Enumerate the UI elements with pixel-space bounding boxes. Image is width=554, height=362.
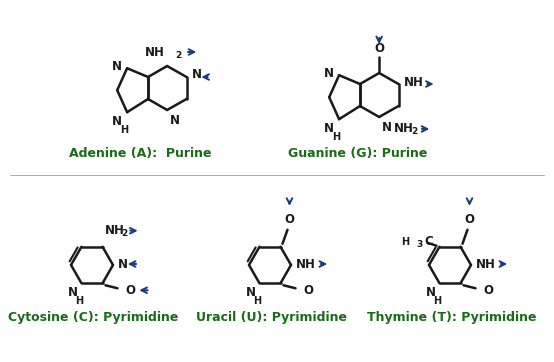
Text: NH: NH <box>296 257 316 270</box>
Text: N: N <box>112 115 122 128</box>
Text: 2: 2 <box>411 127 417 136</box>
Text: N: N <box>112 60 122 73</box>
Text: N: N <box>118 257 128 270</box>
Text: N: N <box>245 286 255 299</box>
Text: N: N <box>324 122 334 135</box>
Text: O: O <box>484 284 494 297</box>
Text: NH: NH <box>394 122 414 135</box>
Text: N: N <box>425 286 435 299</box>
Text: Guanine (G): Purine: Guanine (G): Purine <box>288 147 428 160</box>
Text: H: H <box>402 237 409 247</box>
Text: NH: NH <box>105 224 125 237</box>
Text: O: O <box>374 42 384 55</box>
Text: H: H <box>332 132 340 142</box>
Text: N: N <box>170 114 180 127</box>
Text: H: H <box>253 296 261 306</box>
Text: Uracil (U): Pyrimidine: Uracil (U): Pyrimidine <box>197 311 347 324</box>
Text: 2: 2 <box>175 51 181 59</box>
Text: NH: NH <box>476 257 496 270</box>
Text: O: O <box>464 213 474 226</box>
Text: NH: NH <box>145 46 165 59</box>
Text: N: N <box>382 121 392 134</box>
Text: O: O <box>304 284 314 297</box>
Text: N: N <box>324 67 334 80</box>
Text: 3: 3 <box>417 240 423 249</box>
Text: C: C <box>424 235 433 248</box>
Text: H: H <box>433 296 442 306</box>
Text: NH: NH <box>403 76 423 88</box>
Text: O: O <box>126 284 136 297</box>
Text: O: O <box>285 213 295 226</box>
Text: Thymine (T): Pyrimidine: Thymine (T): Pyrimidine <box>367 311 537 324</box>
Text: 2: 2 <box>121 229 128 238</box>
Text: H: H <box>120 125 128 135</box>
Text: N: N <box>192 68 202 81</box>
Text: Cytosine (C): Pyrimidine: Cytosine (C): Pyrimidine <box>8 311 178 324</box>
Text: H: H <box>75 296 84 306</box>
Text: Adenine (A):  Purine: Adenine (A): Purine <box>69 147 211 160</box>
Text: N: N <box>68 286 78 299</box>
